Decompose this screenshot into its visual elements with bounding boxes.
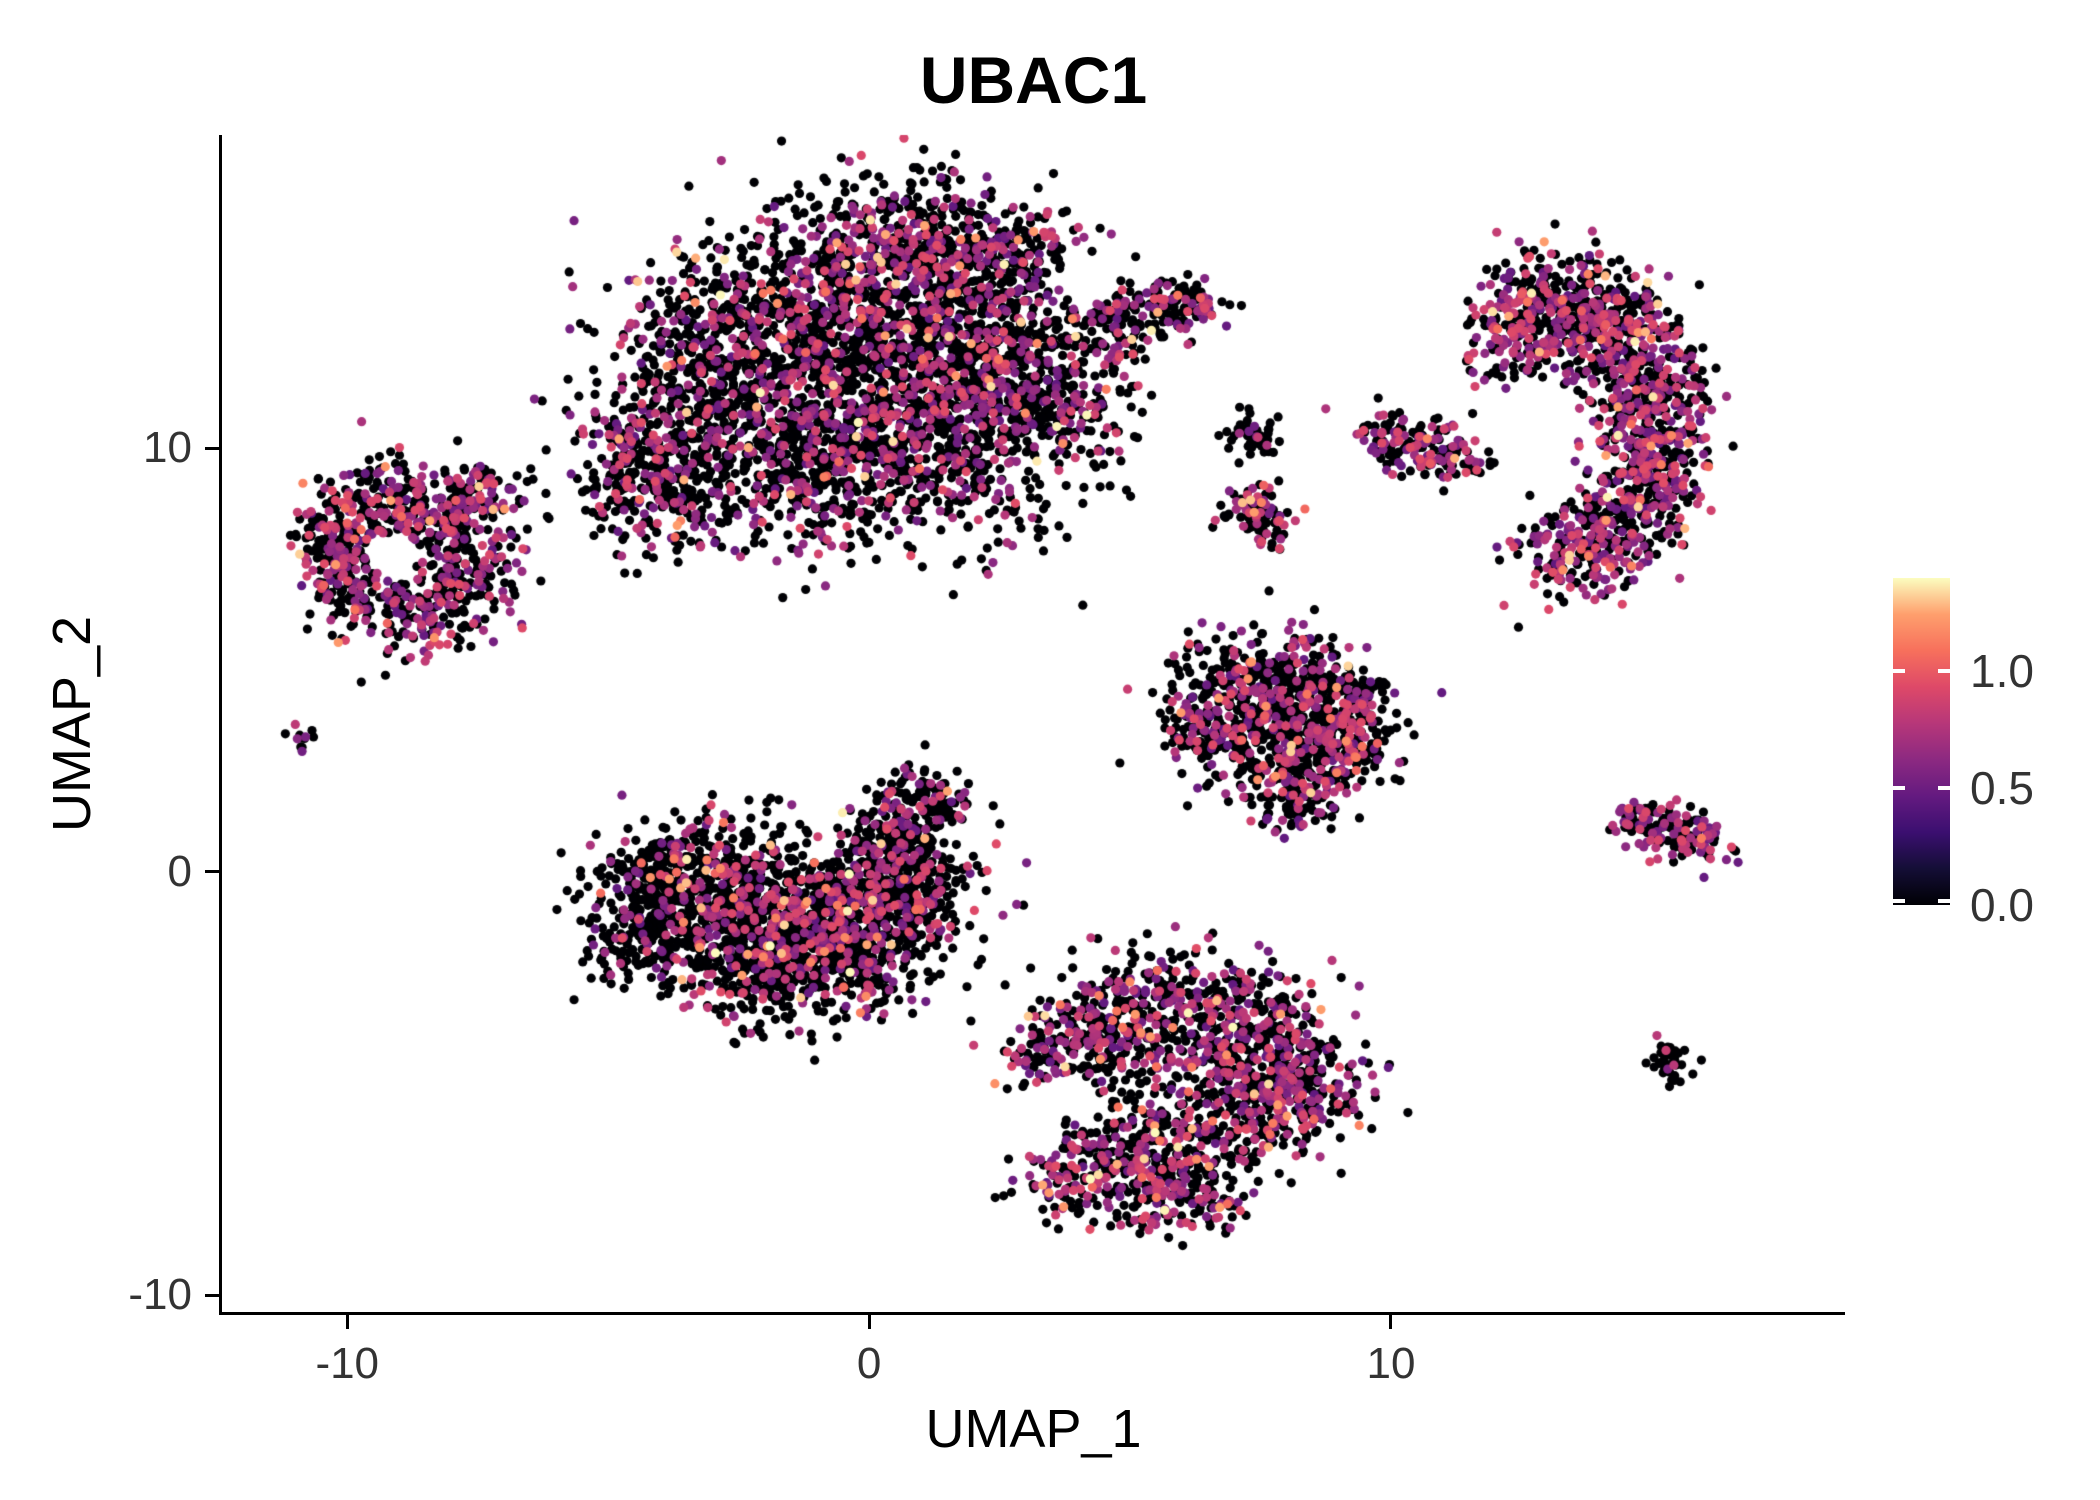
colorbar-tick-mark [1893, 669, 1905, 674]
y-axis-title: UMAP_2 [42, 615, 102, 832]
y-tick-label: 10 [143, 423, 192, 473]
colorbar-tick-label: 0.5 [1970, 762, 2034, 815]
y-tick-mark [205, 446, 219, 450]
x-tick-label: -10 [315, 1339, 380, 1388]
y-tick-label: -10 [128, 1270, 192, 1320]
colorbar-tick-label: 1.0 [1970, 645, 2034, 698]
y-tick-label: 0 [167, 846, 192, 896]
x-tick-mark [1389, 1315, 1393, 1329]
y-axis-line [219, 135, 222, 1315]
colorbar-tick-label: 0.0 [1970, 879, 2034, 931]
x-axis-line [219, 1312, 1845, 1315]
colorbar-legend [1893, 578, 1950, 905]
x-tick-label: 0 [856, 1339, 882, 1388]
colorbar-tick-mark [1938, 786, 1950, 791]
colorbar-tick-mark [1893, 899, 1905, 903]
x-tick-label: 10 [1366, 1339, 1416, 1388]
plot-title: UBAC1 [919, 43, 1148, 117]
x-axis-title: UMAP_1 [925, 1399, 1142, 1459]
y-tick-mark [205, 1293, 219, 1297]
colorbar-tick-mark [1938, 899, 1950, 903]
colorbar-tick-mark [1893, 786, 1905, 791]
x-tick-mark [345, 1315, 349, 1329]
y-tick-mark [205, 870, 219, 874]
x-tick-mark [867, 1315, 871, 1329]
colorbar-tick-mark [1938, 669, 1950, 674]
